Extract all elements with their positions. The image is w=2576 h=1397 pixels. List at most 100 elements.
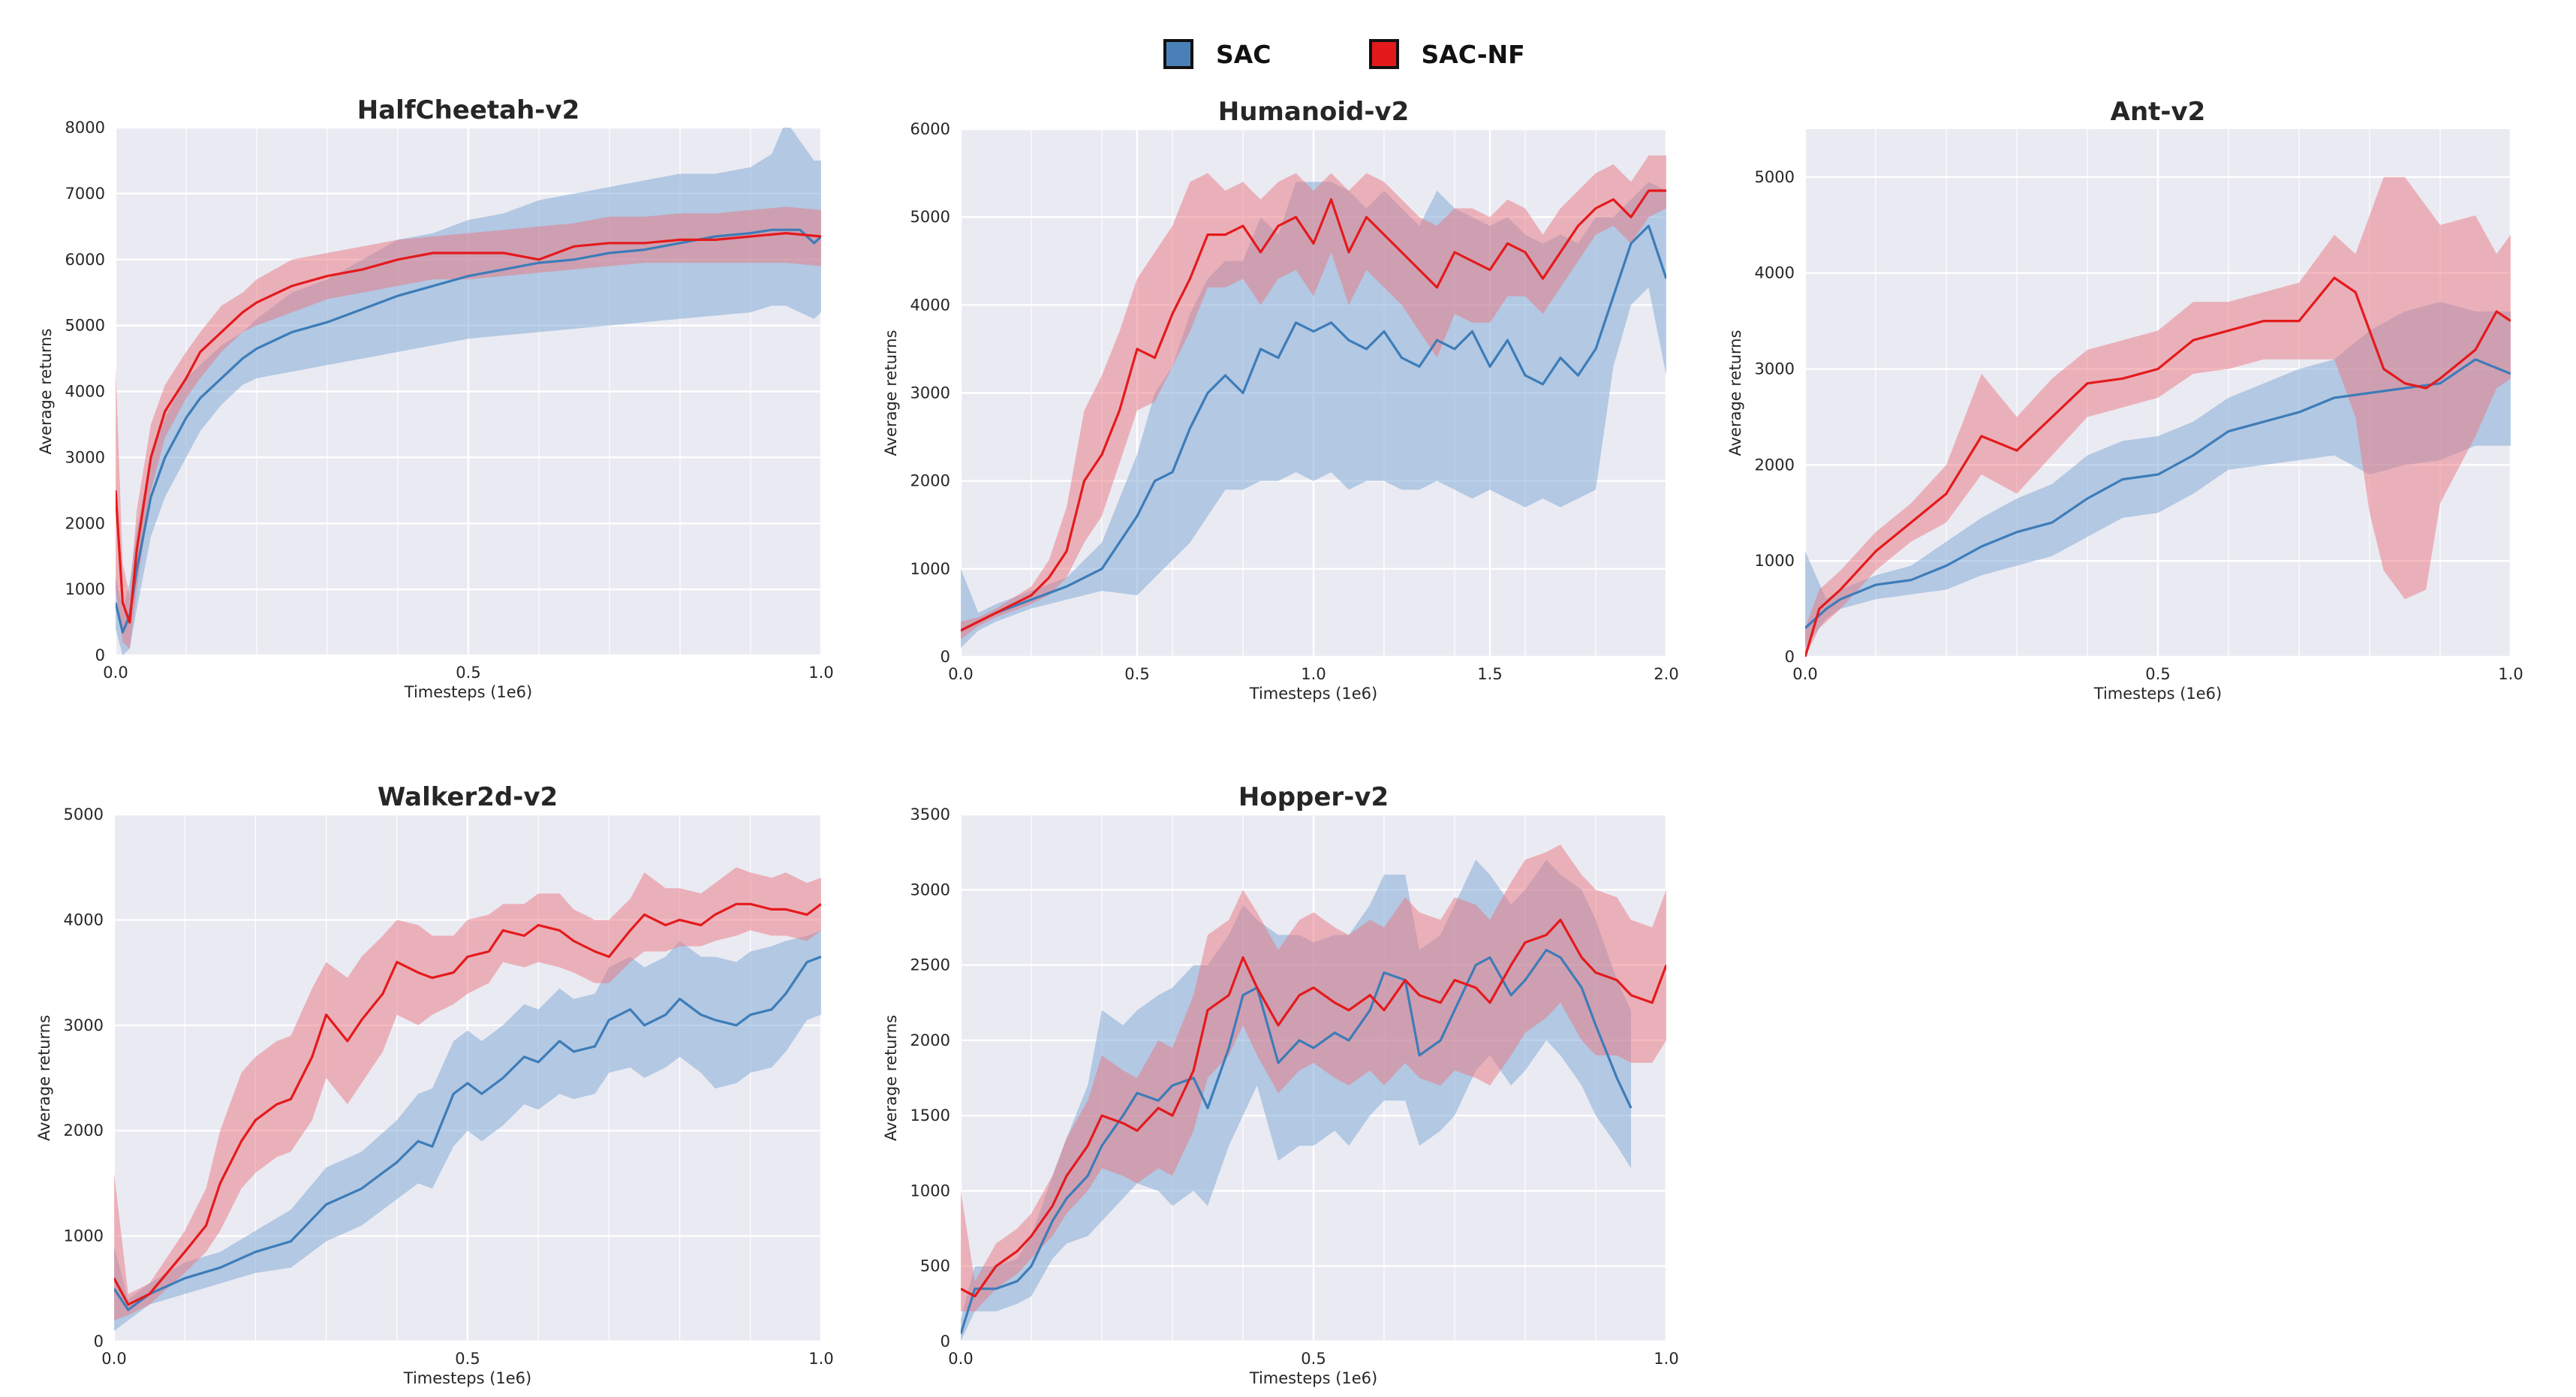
band-sac-nf — [1805, 176, 2511, 657]
y-tick-label: 1000 — [1755, 552, 1795, 570]
chart-title: Walker2d-v2 — [378, 782, 558, 812]
series-layer — [961, 155, 1666, 649]
x-axis-label: Timesteps (1e6) — [1249, 1369, 1377, 1387]
legend-label-sac: SAC — [1216, 39, 1271, 69]
y-axis-label: Average returns — [882, 330, 900, 456]
x-axis-label: Timesteps (1e6) — [403, 1369, 531, 1387]
x-tick-label: 0.5 — [455, 1350, 480, 1368]
y-tick-label: 1000 — [910, 560, 950, 578]
y-tick-label: 1000 — [64, 1227, 104, 1245]
y-tick-label: 1000 — [65, 580, 105, 598]
y-tick-label: 2000 — [65, 514, 105, 532]
x-tick-label: 0.5 — [2145, 665, 2170, 683]
y-tick-label: 2500 — [910, 956, 950, 974]
chart-title: Ant-v2 — [2111, 97, 2206, 127]
series-layer — [1805, 176, 2511, 657]
y-tick-label: 1500 — [910, 1106, 950, 1125]
x-tick-label: 1.0 — [2498, 665, 2523, 683]
y-tick-label: 5000 — [64, 805, 104, 823]
y-axis-label: Average returns — [882, 1015, 900, 1141]
x-axis-label: Timesteps (1e6) — [2093, 685, 2222, 703]
y-tick-label: 0 — [940, 648, 950, 666]
chart-halfcheetah-v2: 0.0 0.5 1.0 0 1000 2000 3000 4000 5000 6000 7000 80… — [37, 95, 834, 701]
y-tick-label: 4000 — [910, 296, 950, 314]
chart-ant-v2: 0.0 0.5 1.0 0 1000 2000 3000 4000 5000 Ant-v2 Time… — [1726, 97, 2523, 703]
y-tick-label: 5000 — [65, 317, 105, 335]
y-tick-label: 0 — [95, 646, 105, 664]
x-axis-label: Timesteps (1e6) — [404, 683, 532, 701]
x-tick-label: 1.0 — [1654, 1350, 1678, 1368]
band-sac — [114, 930, 821, 1331]
x-tick-label: 0.5 — [456, 664, 480, 682]
x-axis-label: Timesteps (1e6) — [1249, 685, 1377, 703]
y-tick-label: 6000 — [65, 251, 105, 269]
y-tick-label: 3000 — [910, 881, 950, 899]
y-tick-label: 2000 — [1755, 456, 1795, 474]
x-tick-label: 0.0 — [103, 664, 128, 682]
y-tick-label: 3000 — [910, 384, 950, 402]
legend-swatch-sac-nf — [1368, 39, 1399, 69]
x-tick-label: 0.0 — [1792, 665, 1817, 683]
y-tick-label: 4000 — [1755, 264, 1795, 282]
line-sac-nf — [116, 232, 821, 624]
series-layer — [961, 845, 1666, 1341]
x-tick-label: 1.0 — [1301, 665, 1326, 683]
legend-label-sac-nf: SAC-NF — [1421, 39, 1525, 69]
legend-item-sac-nf: SAC-NF — [1368, 39, 1525, 69]
y-tick-label: 7000 — [65, 185, 105, 203]
line-sac-nf — [114, 902, 821, 1306]
line-sac-nf — [961, 189, 1666, 632]
series-layer — [114, 867, 821, 1331]
line-sac-nf — [961, 918, 1666, 1298]
x-tick-label: 0.0 — [948, 1350, 973, 1368]
x-tick-label: 1.5 — [1477, 665, 1502, 683]
line-sac — [1805, 358, 2511, 629]
y-tick-label: 5000 — [910, 208, 950, 226]
series-layer — [116, 128, 821, 655]
legend-swatch-sac — [1163, 39, 1193, 69]
y-tick-label: 4000 — [64, 911, 104, 929]
chart-title: HalfCheetah-v2 — [357, 95, 579, 125]
y-tick-label: 5000 — [1755, 168, 1795, 186]
y-axis-label: Average returns — [37, 328, 55, 454]
y-tick-label: 2000 — [910, 472, 950, 490]
chart-title: Humanoid-v2 — [1218, 97, 1410, 127]
legend: SAC SAC-NF — [1163, 33, 1623, 75]
chart-walker2d-v2: 0.0 0.5 1.0 0 1000 2000 3000 4000 5000 Walker2d-v… — [35, 782, 834, 1387]
line-sac-nf — [1805, 276, 2511, 657]
y-tick-label: 8000 — [65, 119, 105, 137]
y-tick-label: 6000 — [910, 120, 950, 138]
x-tick-label: 1.0 — [808, 664, 833, 682]
y-tick-label: 0 — [94, 1332, 104, 1350]
y-tick-label: 2000 — [64, 1122, 104, 1140]
band-sac-nf — [116, 206, 821, 649]
line-sac — [961, 948, 1633, 1335]
y-tick-label: 3500 — [910, 805, 950, 823]
y-tick-label: 0 — [940, 1332, 950, 1350]
line-sac — [114, 956, 821, 1311]
line-sac — [961, 224, 1666, 632]
legend-item-sac: SAC — [1163, 39, 1271, 69]
x-tick-label: 0.0 — [101, 1350, 126, 1368]
x-tick-label: 1.0 — [808, 1350, 833, 1368]
band-sac-nf — [961, 845, 1666, 1311]
y-tick-label: 3000 — [1755, 360, 1795, 378]
chart-title: Hopper-v2 — [1238, 782, 1389, 812]
y-tick-label: 4000 — [65, 383, 105, 401]
chart-humanoid-v2: 0.0 0.5 1.0 1.5 2.0 0 1000 2000 3000 4000 5000 6000… — [882, 97, 1679, 703]
y-tick-label: 3000 — [65, 448, 105, 466]
band-sac-nf — [961, 155, 1666, 640]
line-sac — [116, 228, 821, 634]
x-tick-label: 0.0 — [948, 665, 973, 683]
y-tick-label: 1000 — [910, 1182, 950, 1200]
y-axis-label: Average returns — [35, 1015, 53, 1141]
y-tick-label: 3000 — [64, 1016, 104, 1034]
y-tick-label: 500 — [920, 1257, 950, 1275]
y-tick-label: 0 — [1785, 648, 1795, 666]
x-tick-label: 0.5 — [1124, 665, 1149, 683]
x-tick-label: 2.0 — [1654, 665, 1678, 683]
y-tick-label: 2000 — [910, 1031, 950, 1049]
y-axis-label: Average returns — [1726, 330, 1744, 456]
x-tick-label: 0.5 — [1301, 1350, 1326, 1368]
